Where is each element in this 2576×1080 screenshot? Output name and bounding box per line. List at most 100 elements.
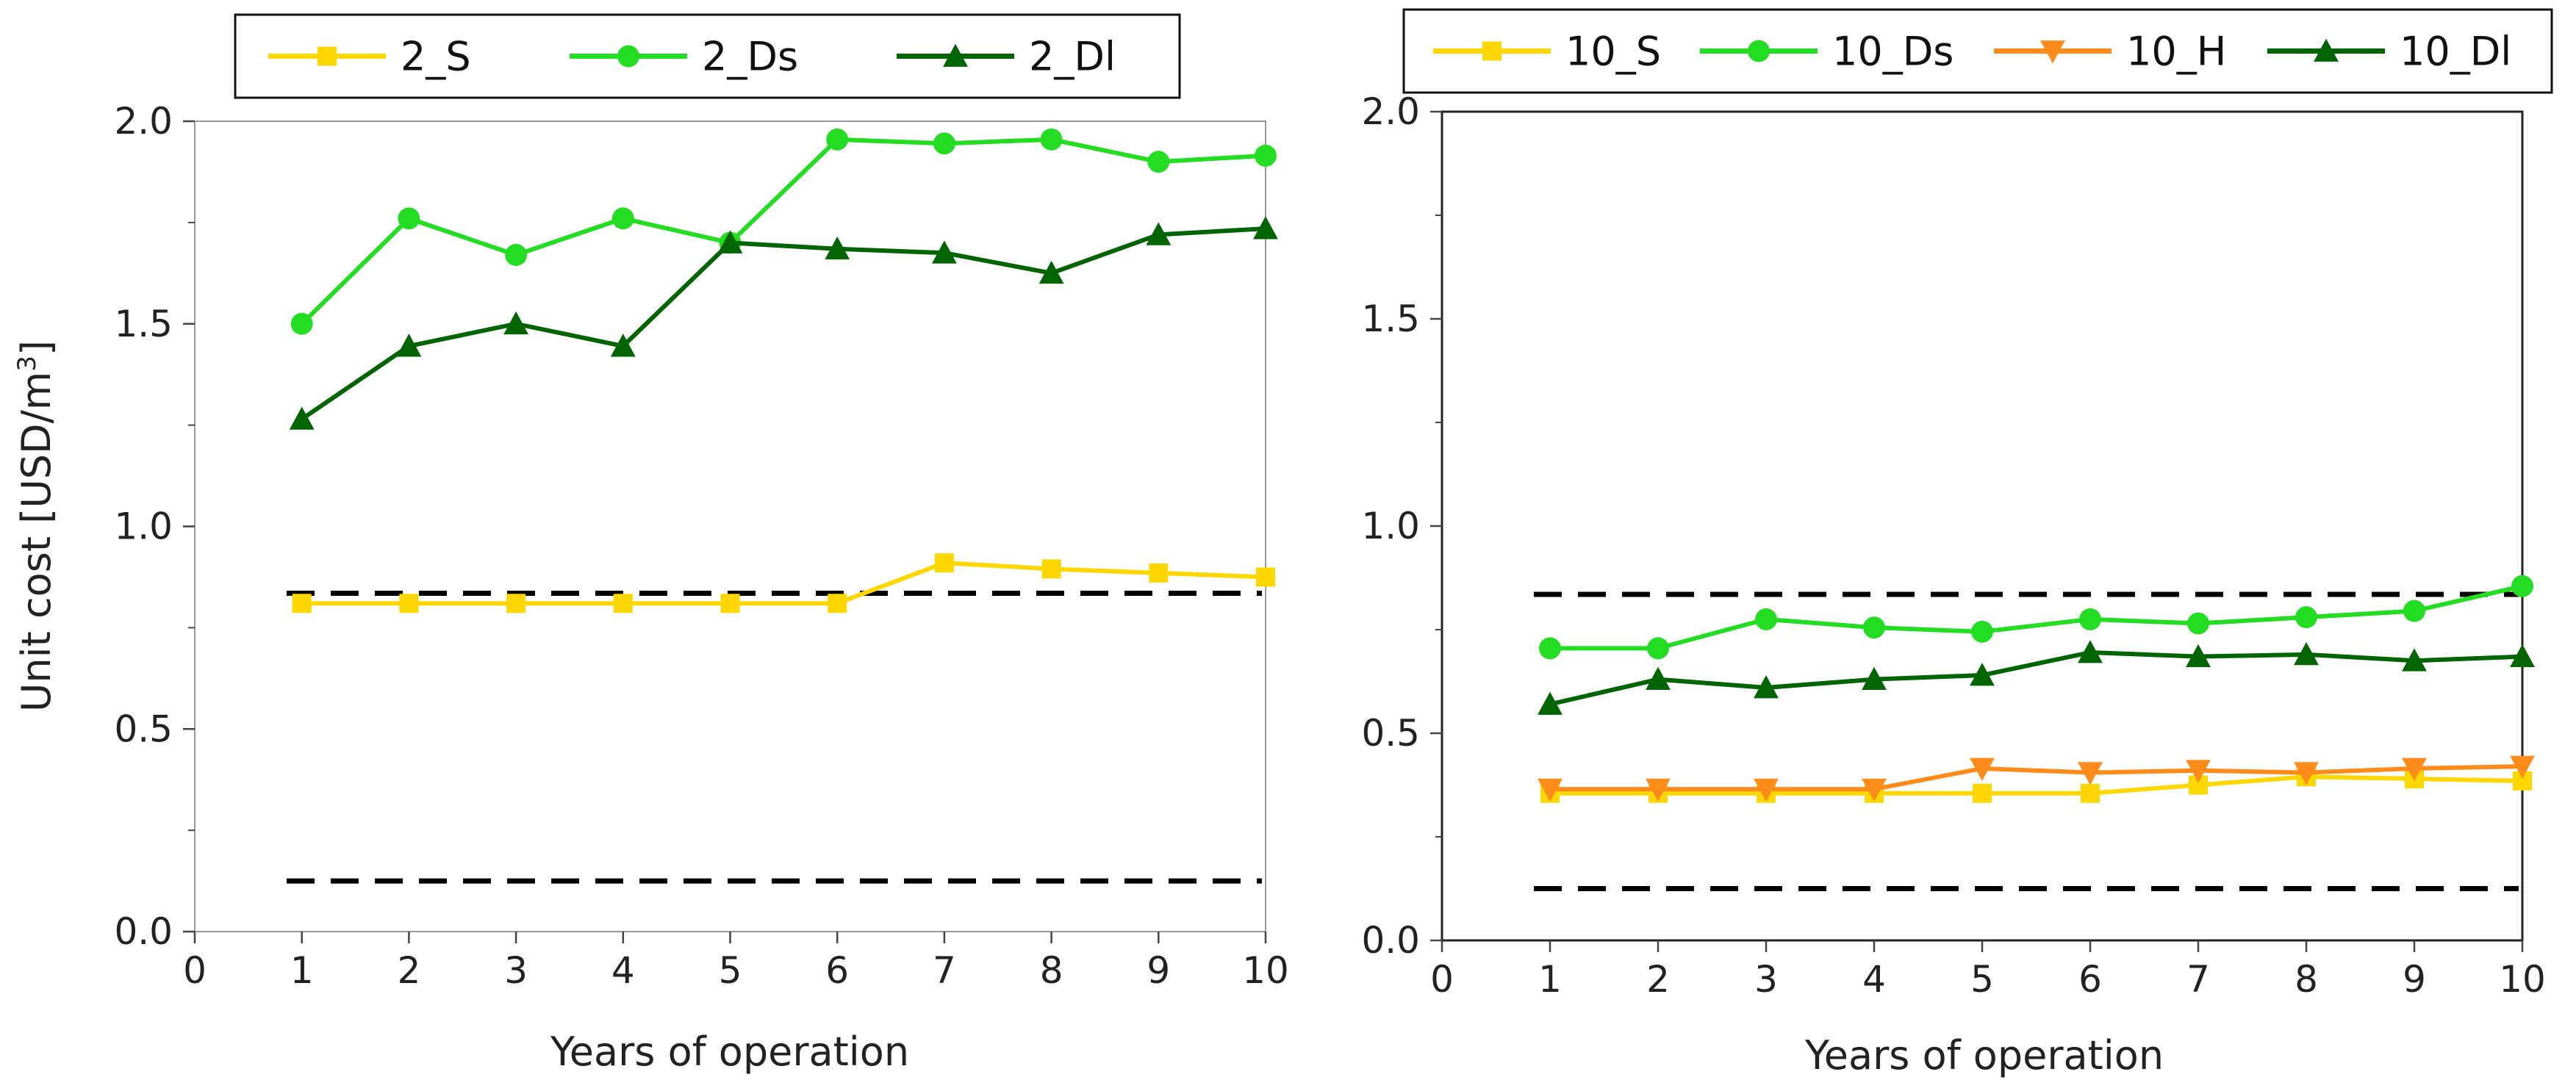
x-tick-label: 7 <box>933 949 956 992</box>
legend-box <box>234 13 1181 99</box>
data-point <box>613 594 633 613</box>
y-tick-label: 0.0 <box>114 910 173 953</box>
x-tick-label: 9 <box>1147 949 1170 992</box>
data-point <box>1973 783 1992 803</box>
legend-label: 2_Dl <box>1029 34 1116 80</box>
legend-item: 10_S <box>1433 29 1661 75</box>
y-tick-label: 0.5 <box>114 708 173 750</box>
data-point <box>289 406 315 430</box>
y-tick-label: 0.0 <box>1361 919 1420 962</box>
data-point <box>2294 641 2319 666</box>
x-tick-label: 9 <box>2403 958 2426 1001</box>
y-tick-label: 0.5 <box>1361 712 1420 755</box>
legend-item: 2_Ds <box>570 34 798 80</box>
data-point <box>611 207 634 230</box>
data-point <box>1754 675 1779 699</box>
x-tick-label: 7 <box>2186 958 2210 1001</box>
y-tick-label: 1.5 <box>1361 298 1420 340</box>
x-tick-label: 6 <box>825 949 849 992</box>
legend-item: 2_S <box>268 34 471 80</box>
x-tick-label: 0 <box>1430 958 1454 1001</box>
series-line <box>301 561 1266 606</box>
data-point <box>398 207 420 230</box>
data-point <box>610 334 636 357</box>
legend-marker <box>617 45 639 68</box>
series-line <box>1550 764 2523 792</box>
data-point <box>2078 640 2103 663</box>
y-axis-title-superscript: 3 <box>12 356 42 372</box>
x-tick-label: 3 <box>1754 958 1778 1001</box>
data-point <box>2402 757 2427 781</box>
legend-item: 2_Dl <box>897 34 1116 80</box>
data-point <box>1255 144 1277 167</box>
data-point <box>1256 567 1275 587</box>
data-point <box>1863 616 1885 639</box>
x-tick-label: 6 <box>2078 958 2102 1001</box>
data-point <box>2511 575 2533 597</box>
data-point <box>399 594 419 613</box>
data-point <box>825 236 850 260</box>
x-tick-label: 5 <box>719 949 742 992</box>
series-2-s <box>292 553 1275 613</box>
data-point <box>2402 648 2427 672</box>
x-tick-label: 10 <box>2499 958 2546 1001</box>
series-2-ds <box>290 128 1277 335</box>
legend-label: 2_Ds <box>702 34 798 80</box>
data-point <box>2510 644 2535 668</box>
legend-marker <box>1482 41 1502 61</box>
data-point <box>2510 755 2535 780</box>
data-point <box>932 240 957 264</box>
data-point <box>2081 783 2100 803</box>
x-tick-label: 5 <box>1970 958 1994 1001</box>
y-tick-label: 1.0 <box>1361 505 1420 547</box>
legend-label: 2_S <box>401 34 471 80</box>
data-point <box>506 594 526 613</box>
data-point <box>1147 151 1170 173</box>
series-line <box>1550 774 2523 796</box>
series-line <box>300 137 1266 325</box>
data-point <box>2294 762 2319 785</box>
series-10-dl <box>1538 640 2535 715</box>
plot-area-frame <box>1441 110 2524 942</box>
x-tick-label: 8 <box>1040 949 1063 992</box>
x-tick-label: 1 <box>1538 958 1562 1001</box>
data-point <box>720 594 740 613</box>
data-point <box>2078 762 2103 785</box>
legend-item: 10_Ds <box>1700 29 1953 75</box>
data-point <box>2403 600 2425 622</box>
data-point <box>1040 128 1063 151</box>
data-point <box>717 230 743 253</box>
legend: 2_S 2_Ds 2_Dl <box>234 13 1181 99</box>
x-tick-label: 1 <box>290 949 314 992</box>
x-axis-title: Years of operation <box>1804 1032 2164 1079</box>
data-point <box>396 334 422 357</box>
legend-marker <box>1748 40 1770 62</box>
legend-marker <box>2314 38 2339 62</box>
y-axis-title-tail: ] <box>13 340 60 356</box>
x-tick-label: 2 <box>397 949 420 992</box>
legend-label: 10_Ds <box>1832 29 1953 75</box>
data-point <box>1146 222 1172 245</box>
data-point <box>2295 606 2317 629</box>
series-10-ds <box>1539 575 2533 660</box>
y-tick-label: 2.0 <box>1361 90 1420 133</box>
data-point <box>1862 778 1887 802</box>
y-axis-title: Unit cost [USD/m3] <box>12 340 60 712</box>
data-point <box>1970 663 1995 686</box>
x-tick-label: 4 <box>611 949 635 992</box>
data-point <box>1862 666 1887 691</box>
legend-marker <box>943 43 968 67</box>
data-point <box>2186 644 2211 668</box>
data-point <box>1038 260 1064 284</box>
data-point <box>1755 608 1777 630</box>
data-point <box>2187 612 2209 635</box>
y-tick-label: 1.5 <box>114 303 173 345</box>
series-line <box>1550 583 2523 651</box>
chart-panel-left: 0.0 0.5 1.0 1.5 2.0 0 1 2 3 4 5 6 7 8 9 10 Years of oper… <box>12 13 1289 1075</box>
legend-item: 10_Dl <box>2267 29 2511 75</box>
data-point <box>290 312 313 335</box>
y-tick-label: 2.0 <box>114 100 173 143</box>
series-line <box>1549 650 2523 707</box>
data-point <box>292 594 312 613</box>
